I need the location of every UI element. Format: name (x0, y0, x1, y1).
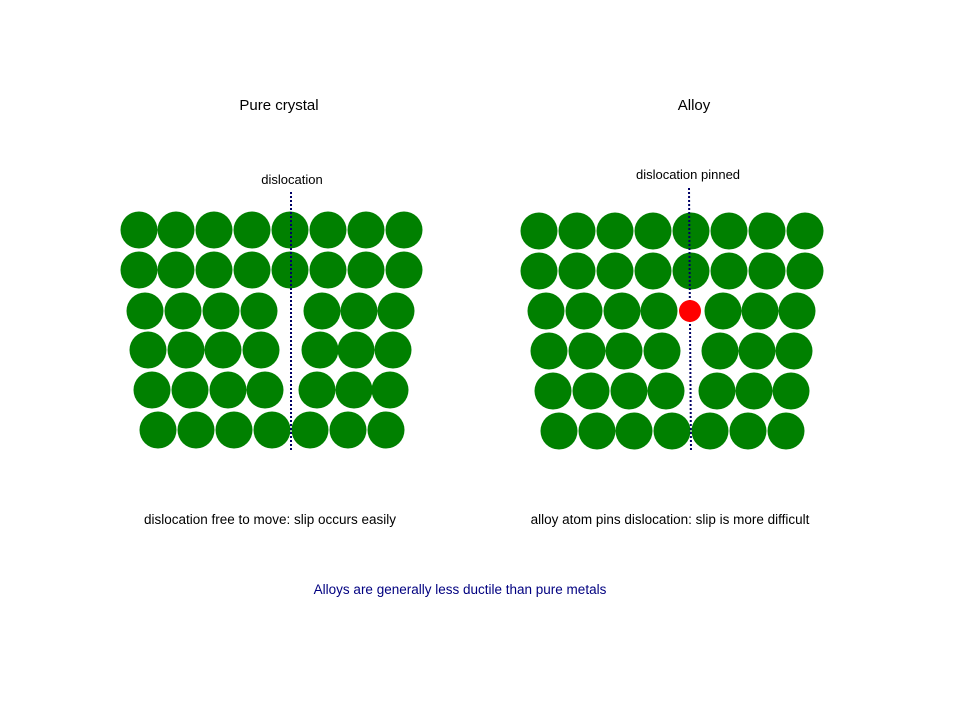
alloy-host-atom (738, 332, 776, 370)
pure-crystal-atom (301, 331, 339, 369)
alloy-host-atom (778, 292, 816, 330)
alloy-caption: alloy atom pins dislocation: slip is mor… (530, 512, 810, 527)
conclusion-text: Alloys are generally less ductile than p… (313, 582, 607, 597)
pure-crystal-atom (204, 331, 242, 369)
dislocation-pinned-label: dislocation pinned (635, 167, 741, 182)
pure-crystal-atom (298, 371, 336, 409)
alloy-host-atom (710, 252, 748, 290)
pure-crystal-atom (385, 211, 423, 249)
alloy-host-atom (578, 412, 616, 450)
alloy-host-atom (786, 212, 824, 250)
alloy-host-atom (596, 212, 634, 250)
alloy-host-atom (710, 212, 748, 250)
alloy-host-atom (775, 332, 813, 370)
alloy-host-atom (748, 252, 786, 290)
alloy-title: Alloy (677, 97, 711, 114)
pure-crystal-atom (233, 211, 271, 249)
pure-crystal-atom (377, 292, 415, 330)
pure-crystal-atom (120, 211, 158, 249)
alloy-lattice (520, 212, 824, 450)
alloy-host-atom (748, 212, 786, 250)
pure-crystal-atom (335, 371, 373, 409)
pure-crystal-atom (120, 251, 158, 289)
alloy-host-atom (640, 292, 678, 330)
pure-crystal-atom (309, 211, 347, 249)
alloy-host-atom (704, 292, 742, 330)
alloy-host-atom (634, 212, 672, 250)
alloy-host-atom (653, 412, 691, 450)
alloy-host-atom (786, 252, 824, 290)
alloy-host-atom (772, 372, 810, 410)
pure-crystal-atom (177, 411, 215, 449)
pure-crystal-atom (195, 211, 233, 249)
alloy-host-atom (520, 212, 558, 250)
pure-crystal-atom (385, 251, 423, 289)
pure-crystal-atom (347, 251, 385, 289)
alloy-host-atom (698, 372, 736, 410)
pure-crystal-atom (242, 331, 280, 369)
alloy-host-atom (568, 332, 606, 370)
pure-crystal-title: Pure crystal (239, 97, 319, 114)
alloy-host-atom (615, 412, 653, 450)
alloy-host-atom (647, 372, 685, 410)
pure-crystal-atom (215, 411, 253, 449)
alloy-atom (679, 300, 701, 322)
alloy-host-atom (643, 332, 681, 370)
pure-crystal-atom (374, 331, 412, 369)
pure-crystal-atom (367, 411, 405, 449)
pure-crystal-atom (139, 411, 177, 449)
pure-crystal-atom (129, 331, 167, 369)
alloy-host-atom (527, 292, 565, 330)
pure-crystal-atom (329, 411, 367, 449)
pure-crystal-atom (253, 411, 291, 449)
alloy-host-atom (741, 292, 779, 330)
pure-crystal-atom (337, 331, 375, 369)
alloy-host-atom (610, 372, 648, 410)
alloy-host-atom (603, 292, 641, 330)
alloy-host-atom (572, 372, 610, 410)
pure-crystal-atom (202, 292, 240, 330)
pure-crystal-atom (157, 251, 195, 289)
alloy-host-atom (520, 252, 558, 290)
pure-crystal-atom (164, 292, 202, 330)
pure-crystal-atom (157, 211, 195, 249)
pure-crystal-atom (340, 292, 378, 330)
alloy-host-atom (735, 372, 773, 410)
pure-crystal-caption: dislocation free to move: slip occurs ea… (143, 512, 397, 527)
pure-crystal-lattice (120, 211, 423, 449)
alloy-host-atom (729, 412, 767, 450)
pure-crystal-atom (246, 371, 284, 409)
pure-crystal-atom (291, 411, 329, 449)
alloy-host-atom (672, 212, 710, 250)
pure-crystal-atom (126, 292, 164, 330)
pure-crystal-atom (347, 211, 385, 249)
alloy-host-atom (767, 412, 805, 450)
alloy-host-atom (701, 332, 739, 370)
pure-crystal-atom (133, 371, 171, 409)
alloy-host-atom (605, 332, 643, 370)
pure-crystal-atom (195, 251, 233, 289)
pure-crystal-atom (233, 251, 271, 289)
pure-crystal-atom (209, 371, 247, 409)
pure-crystal-atom (171, 371, 209, 409)
alloy-host-atom (558, 252, 596, 290)
pure-crystal-atom (240, 292, 278, 330)
alloy-host-atom (596, 252, 634, 290)
pure-crystal-atom (167, 331, 205, 369)
pure-crystal-atom (309, 251, 347, 289)
alloy-host-atom (530, 332, 568, 370)
pure-crystal-atom (371, 371, 409, 409)
alloy-host-atom (540, 412, 578, 450)
pure-crystal-atom (303, 292, 341, 330)
alloy-host-atom (534, 372, 572, 410)
alloy-host-atom (565, 292, 603, 330)
dislocation-label: dislocation (261, 172, 323, 187)
alloy-host-atom (672, 252, 710, 290)
alloy-host-atom (634, 252, 672, 290)
alloy-host-atom (691, 412, 729, 450)
alloy-host-atom (558, 212, 596, 250)
